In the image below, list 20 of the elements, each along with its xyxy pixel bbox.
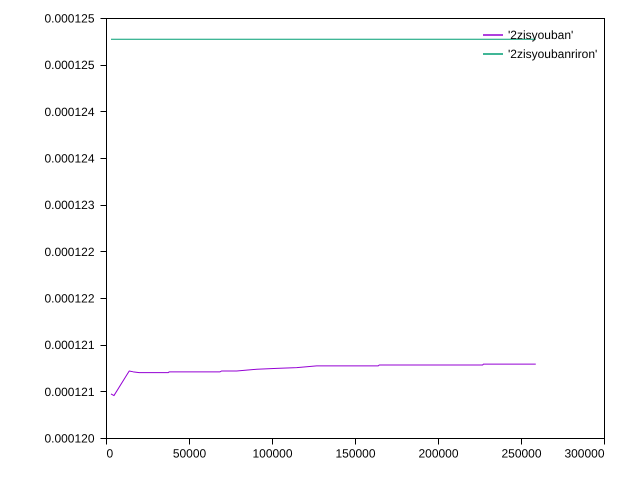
legend-label: '2zisyouban' [508, 28, 574, 42]
y-tick-label: 0.000124 [44, 152, 95, 166]
x-tick-label: 150000 [335, 446, 376, 460]
line-series [110, 364, 536, 396]
y-tick-label: 0.000120 [44, 432, 95, 446]
y-tick-label: 0.000122 [44, 292, 95, 306]
y-tick-label: 0.000123 [44, 198, 95, 212]
x-tick-label: 0 [106, 446, 114, 460]
y-tick-label: 0.000125 [44, 12, 95, 26]
x-tick-label: 300000 [564, 446, 605, 460]
x-tick-label: 200000 [418, 446, 459, 460]
y-tick-label: 0.000125 [44, 58, 95, 72]
y-tick-label: 0.000124 [44, 104, 95, 119]
x-tick-label: 250000 [501, 446, 542, 460]
x-tick-label: 100000 [252, 446, 293, 460]
y-tick-label: 0.000121 [44, 338, 95, 352]
y-tick-label: 0.000121 [44, 384, 95, 399]
x-tick-label: 50000 [172, 446, 207, 460]
y-tick-label: 0.000122 [44, 244, 95, 259]
legend-label: '2zisyoubanriron' [508, 47, 598, 61]
